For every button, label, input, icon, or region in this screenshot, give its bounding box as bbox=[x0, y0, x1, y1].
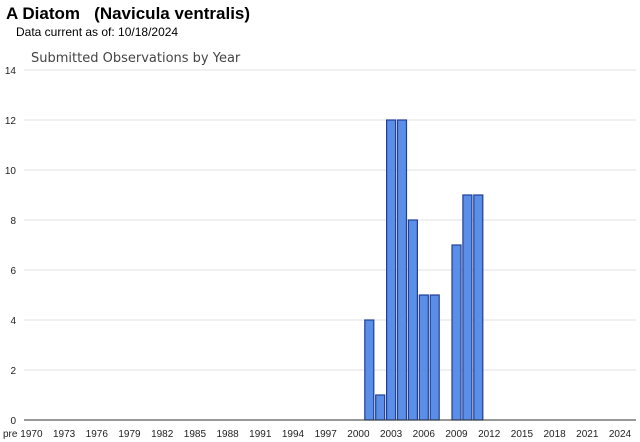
x-tick-label: 2021 bbox=[576, 429, 599, 440]
bar-2001 bbox=[364, 319, 375, 421]
bar-2011 bbox=[473, 194, 484, 421]
y-tick-label: 4 bbox=[10, 316, 16, 327]
x-tick-label: 1976 bbox=[86, 429, 109, 440]
y-tick-label: 2 bbox=[10, 366, 16, 377]
x-tick-label: 2018 bbox=[543, 429, 566, 440]
gridlines bbox=[24, 69, 636, 371]
y-tick-label: 0 bbox=[10, 416, 16, 427]
x-tick-label: 2015 bbox=[511, 429, 534, 440]
bar-2005 bbox=[407, 219, 418, 421]
y-tick-label: 8 bbox=[10, 216, 16, 227]
x-tick-label: 2000 bbox=[347, 429, 370, 440]
x-tick-label: 1994 bbox=[282, 429, 305, 440]
page-title: A Diatom (Navicula ventralis) bbox=[6, 4, 251, 23]
x-tick-label: 1997 bbox=[315, 429, 338, 440]
x-tick-label: 2006 bbox=[413, 429, 436, 440]
bar-2007 bbox=[429, 294, 440, 421]
data-current-date: Data current as of: 10/18/2024 bbox=[16, 25, 179, 39]
x-tick-label: 1988 bbox=[216, 429, 239, 440]
x-tick-label: pre bbox=[3, 429, 18, 440]
bar-2010 bbox=[462, 194, 473, 421]
x-tick-label: 1982 bbox=[151, 429, 174, 440]
bar-2004 bbox=[396, 119, 408, 421]
x-tick-label: 2024 bbox=[609, 429, 632, 440]
y-tick-label: 14 bbox=[5, 66, 17, 77]
y-tick-label: 10 bbox=[5, 166, 17, 177]
chart-title: Submitted Observations by Year bbox=[31, 51, 241, 66]
y-tick-label: 6 bbox=[10, 266, 16, 277]
y-tick-label: 12 bbox=[5, 116, 17, 127]
bar-2002 bbox=[375, 394, 386, 421]
x-tick-label: 1991 bbox=[249, 429, 272, 440]
bar-2006 bbox=[418, 294, 429, 421]
x-tick-label: 2012 bbox=[478, 429, 501, 440]
x-tick-label: 2003 bbox=[380, 429, 403, 440]
x-tick-label: 1979 bbox=[118, 429, 141, 440]
axes: 0 2 4 6 8 10 12 14 pre 1970 1973 1976 1979 1982 1985 19… bbox=[3, 66, 636, 440]
bar-2009 bbox=[451, 244, 462, 421]
bar-2003 bbox=[386, 119, 397, 421]
x-tick-label: 2009 bbox=[445, 429, 468, 440]
x-tick-label: 1985 bbox=[184, 429, 207, 440]
x-tick-label: 1970 bbox=[20, 429, 43, 440]
x-tick-label: 1973 bbox=[53, 429, 76, 440]
